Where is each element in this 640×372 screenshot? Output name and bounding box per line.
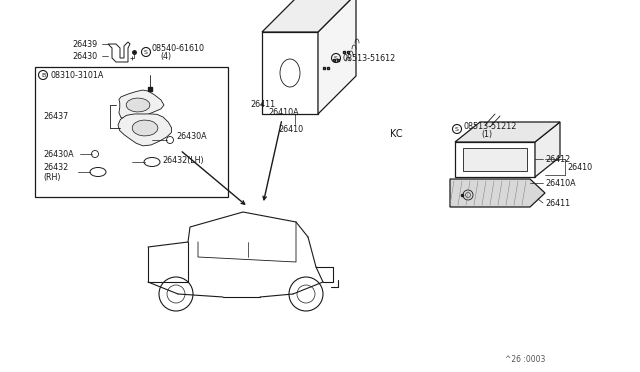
Text: 26430A: 26430A [43,150,74,158]
Text: (1): (1) [481,129,492,138]
Text: 08540-61610: 08540-61610 [152,44,205,52]
Text: 26439: 26439 [72,39,97,48]
Text: 08513-51212: 08513-51212 [464,122,517,131]
Text: KC: KC [390,129,403,139]
Polygon shape [132,120,158,136]
Bar [35,67,228,197]
Text: (RH): (RH) [43,173,61,182]
Polygon shape [119,90,164,120]
Text: 26410A: 26410A [545,179,575,187]
Polygon shape [455,122,560,142]
Text: (4): (4) [160,51,171,61]
Polygon shape [535,122,560,177]
Text: 26430A: 26430A [176,131,207,141]
Polygon shape [118,114,172,146]
Text: 26411: 26411 [250,99,275,109]
Text: S: S [455,126,459,131]
Text: B: B [41,73,45,77]
Text: S: S [334,55,338,61]
Text: 26430: 26430 [72,51,97,61]
Text: 26432: 26432 [43,163,68,171]
Text: 26437: 26437 [43,112,68,121]
Polygon shape [262,0,356,32]
Text: ^26 :0003: ^26 :0003 [505,356,545,365]
Text: 26432(LH): 26432(LH) [162,155,204,164]
Text: 08310-3101A: 08310-3101A [50,71,104,80]
Polygon shape [318,0,356,114]
Text: 26410A: 26410A [268,108,299,116]
Text: 26411: 26411 [545,199,570,208]
Text: 26410: 26410 [278,125,303,134]
Polygon shape [450,179,545,207]
Text: 26410: 26410 [567,163,592,171]
Polygon shape [126,98,150,112]
Text: S: S [144,49,148,55]
Bar [463,148,527,171]
Text: 26412: 26412 [545,154,570,164]
Text: 08513-51612: 08513-51612 [343,54,396,62]
